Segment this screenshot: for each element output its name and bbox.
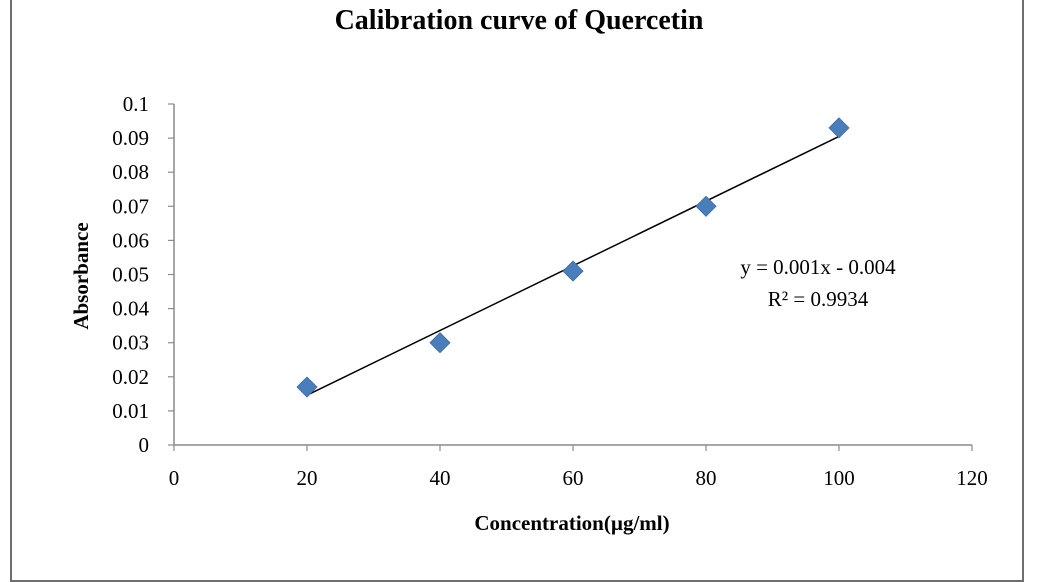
y-tick-label: 0.06 [112, 228, 149, 252]
trendline-equation: y = 0.001x - 0.004 [740, 255, 896, 279]
data-point [429, 332, 451, 354]
data-point [828, 117, 850, 139]
y-tick-label: 0.08 [112, 160, 149, 184]
data-point [562, 260, 584, 282]
y-tick-label: 0.03 [112, 331, 149, 355]
y-tick-label: 0.05 [112, 263, 149, 287]
x-tick-label: 100 [823, 466, 855, 490]
y-tick-label: 0 [139, 433, 150, 457]
y-tick-label: 0.09 [112, 126, 149, 150]
x-tick-label: 80 [696, 466, 717, 490]
r-squared-label: R² = 0.9934 [768, 287, 869, 311]
x-tick-label: 40 [430, 466, 451, 490]
y-axis-title: Absorbance [69, 222, 93, 329]
x-tick-label: 120 [956, 466, 988, 490]
y-tick-label: 0.02 [112, 365, 149, 389]
chart-title: Calibration curve of Quercetin [334, 5, 704, 36]
y-tick-label: 0.01 [112, 399, 149, 423]
y-tick-label: 0.07 [112, 194, 149, 218]
x-axis-title: Concentration(µg/ml) [474, 511, 669, 535]
y-tick-label: 0.04 [112, 297, 149, 321]
x-tick-label: 20 [297, 466, 318, 490]
x-tick-label: 60 [563, 466, 584, 490]
data-point [296, 376, 318, 398]
data-point [695, 195, 717, 217]
chart-frame [10, 0, 1024, 582]
x-tick-label: 0 [169, 466, 180, 490]
y-tick-label: 0.1 [123, 92, 149, 116]
